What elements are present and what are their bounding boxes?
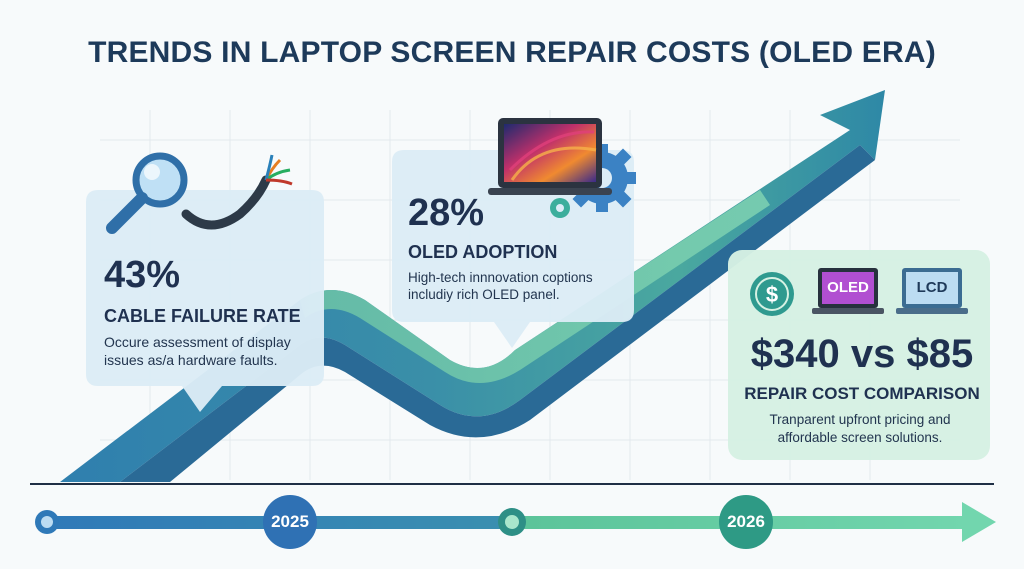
dollar-icon: $	[750, 272, 794, 316]
laptop-icon	[488, 118, 612, 195]
page-title: TRENDS IN LAPTOP SCREEN REPAIR COSTS (OL…	[88, 36, 936, 69]
oled-adoption-description-2: includiy rich OLED panel.	[408, 287, 560, 302]
oled-adoption-percent: 28%	[408, 192, 485, 234]
timeline-year-2026: 2026	[727, 512, 765, 531]
cable-failure-percent: 43%	[104, 254, 181, 296]
magnifier-icon	[106, 152, 188, 234]
lcd-badge: LCD	[916, 279, 948, 296]
oled-adoption-label: OLED ADOPTION	[408, 242, 558, 262]
repair-cost-label: REPAIR COST COMPARISON	[744, 384, 980, 403]
repair-cost-description-2: affordable screen solutions.	[777, 430, 943, 445]
svg-text:$: $	[766, 282, 778, 307]
card-cable-failure	[86, 190, 324, 412]
cable-failure-description-1: Occure assessment of display	[104, 334, 291, 350]
oled-badge: OLED	[827, 279, 869, 296]
oled-adoption-description-1: High-tech innnovation coptions	[408, 270, 593, 285]
trend-arrow	[60, 90, 885, 482]
cable-failure-description-2: issues as/a hardware faults.	[104, 352, 278, 368]
oled-laptop-icon	[812, 268, 884, 314]
repair-cost-price: $340 vs $85	[750, 332, 974, 376]
lcd-laptop-icon	[896, 268, 968, 314]
repair-cost-description-1: Tranparent upfront pricing and	[769, 412, 951, 427]
timeline-year-2025: 2025	[271, 512, 309, 531]
cable-failure-label: CABLE FAILURE RATE	[104, 306, 301, 326]
timeline	[30, 483, 996, 549]
cable-icon	[181, 154, 293, 230]
